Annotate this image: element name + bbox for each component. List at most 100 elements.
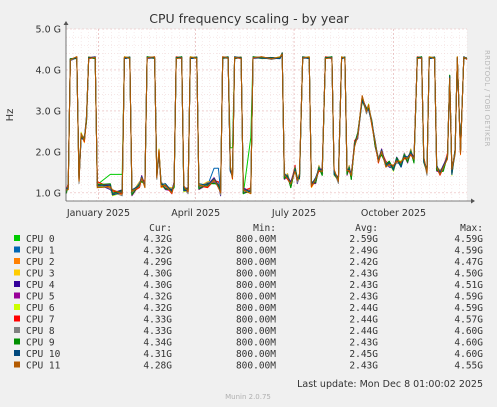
legend-series-name: CPU 2 <box>26 257 55 268</box>
legend-value: 4.31G <box>143 349 172 360</box>
y-tick-label: 4.0 G <box>36 65 62 76</box>
legend-series-name: CPU 8 <box>26 326 55 337</box>
legend-series-name: CPU 4 <box>26 280 55 291</box>
legend-swatch <box>14 315 20 322</box>
y-tick-label: 1.0 G <box>36 188 62 199</box>
legend-value: 2.49G <box>349 246 378 257</box>
x-axis: January 2025 April 2025 July 2025 October 2… <box>66 208 426 219</box>
legend-series-name: CPU 11 <box>26 361 61 372</box>
legend-header: Avg: <box>355 223 378 234</box>
legend-value: 800.00M <box>236 349 276 360</box>
legend-value: 2.45G <box>349 349 378 360</box>
legend-value: 2.42G <box>349 257 378 268</box>
legend-swatch <box>14 350 20 356</box>
legend-header: Cur: <box>149 223 172 234</box>
legend-value: 4.47G <box>454 257 483 268</box>
legend-value: 800.00M <box>236 280 276 291</box>
legend-swatch <box>14 235 20 241</box>
legend-swatch <box>14 258 20 264</box>
legend-value: 4.59G <box>454 246 483 257</box>
legend-swatch <box>14 269 20 276</box>
last-update-text: Last update: Mon Dec 8 01:00:02 2025 <box>297 379 483 390</box>
legend-value: 800.00M <box>236 303 276 314</box>
munin-version: Munin 2.0.75 <box>225 393 271 401</box>
legend-value: 4.32G <box>143 303 172 314</box>
legend-value: 800.00M <box>236 315 276 326</box>
legend-value: 2.43G <box>349 292 378 303</box>
legend-value: 2.44G <box>349 326 378 337</box>
legend-value: 800.00M <box>236 246 276 257</box>
legend-swatch <box>14 304 20 310</box>
legend-value: 4.28G <box>143 361 172 372</box>
y-axis-arrow <box>63 21 69 25</box>
y-tick-label: 5.0 G <box>36 25 62 36</box>
x-axis-arrow <box>471 198 475 204</box>
y-axis: 1.0 G 2.0 G 3.0 G 4.0 G 5.0 G <box>36 25 62 200</box>
legend-value: 800.00M <box>236 326 276 337</box>
legend: Cur: Min: Avg: Max: CPU 0 4.32G 800.00M 2.59G 4.… <box>14 223 483 372</box>
legend-value: 2.59G <box>349 234 378 245</box>
legend-swatch <box>14 338 20 345</box>
legend-value: 4.50G <box>454 269 483 280</box>
legend-swatch <box>14 246 20 253</box>
legend-series-name: CPU 0 <box>26 234 55 245</box>
y-tick-label: 3.0 G <box>36 106 62 117</box>
legend-value: 4.32G <box>143 246 172 257</box>
legend-value: 2.43G <box>349 338 378 349</box>
legend-value: 2.43G <box>349 280 378 291</box>
legend-value: 4.34G <box>143 338 172 349</box>
series-lines <box>65 52 468 197</box>
rrdtool-credit: RRDTOOL / TOBI OETIKER <box>483 50 491 147</box>
series-line-cpu-11 <box>65 53 468 195</box>
legend-value: 4.32G <box>143 292 172 303</box>
legend-value: 2.44G <box>349 315 378 326</box>
legend-header: Max: <box>460 223 483 234</box>
legend-value: 2.44G <box>349 303 378 314</box>
legend-series-name: CPU 5 <box>26 292 55 303</box>
legend-value: 4.59G <box>454 303 483 314</box>
legend-series-name: CPU 1 <box>26 246 55 257</box>
legend-value: 4.29G <box>143 257 172 268</box>
legend-value: 800.00M <box>236 338 276 349</box>
y-axis-label: Hz <box>5 109 16 122</box>
axis-lines <box>63 21 475 204</box>
y-tick-label: 2.0 G <box>36 147 62 158</box>
plot-area <box>66 29 467 201</box>
legend-swatch <box>14 281 20 287</box>
legend-value: 2.43G <box>349 269 378 280</box>
legend-value: 4.57G <box>454 315 483 326</box>
legend-value: 4.60G <box>454 326 483 337</box>
legend-series-name: CPU 7 <box>26 315 55 326</box>
legend-value: 4.33G <box>143 315 172 326</box>
legend-swatch <box>14 327 20 333</box>
legend-value: 800.00M <box>236 292 276 303</box>
legend-value: 800.00M <box>236 269 276 280</box>
legend-value: 4.33G <box>143 326 172 337</box>
legend-swatch <box>14 292 20 299</box>
chart-title: CPU frequency scaling - by year <box>149 11 349 26</box>
x-tick-label: January 2025 <box>66 208 130 219</box>
legend-value: 4.55G <box>454 361 483 372</box>
legend-value: 2.43G <box>349 361 378 372</box>
x-tick-label: April 2025 <box>171 208 220 219</box>
x-tick-label: July 2025 <box>271 208 316 219</box>
legend-value: 4.60G <box>454 338 483 349</box>
legend-series-name: CPU 6 <box>26 303 55 314</box>
legend-value: 4.51G <box>454 280 483 291</box>
legend-swatch <box>14 361 20 368</box>
legend-value: 4.32G <box>143 234 172 245</box>
legend-value: 800.00M <box>236 234 276 245</box>
legend-value: 4.59G <box>454 292 483 303</box>
legend-value: 4.60G <box>454 349 483 360</box>
legend-value: 800.00M <box>236 257 276 268</box>
legend-value: 4.30G <box>143 280 172 291</box>
legend-series-name: CPU 9 <box>26 338 55 349</box>
legend-value: 800.00M <box>236 361 276 372</box>
grid <box>65 28 468 201</box>
legend-value: 4.30G <box>143 269 172 280</box>
legend-series-name: CPU 10 <box>26 349 61 360</box>
legend-value: 4.59G <box>454 234 483 245</box>
legend-series-name: CPU 3 <box>26 269 55 280</box>
